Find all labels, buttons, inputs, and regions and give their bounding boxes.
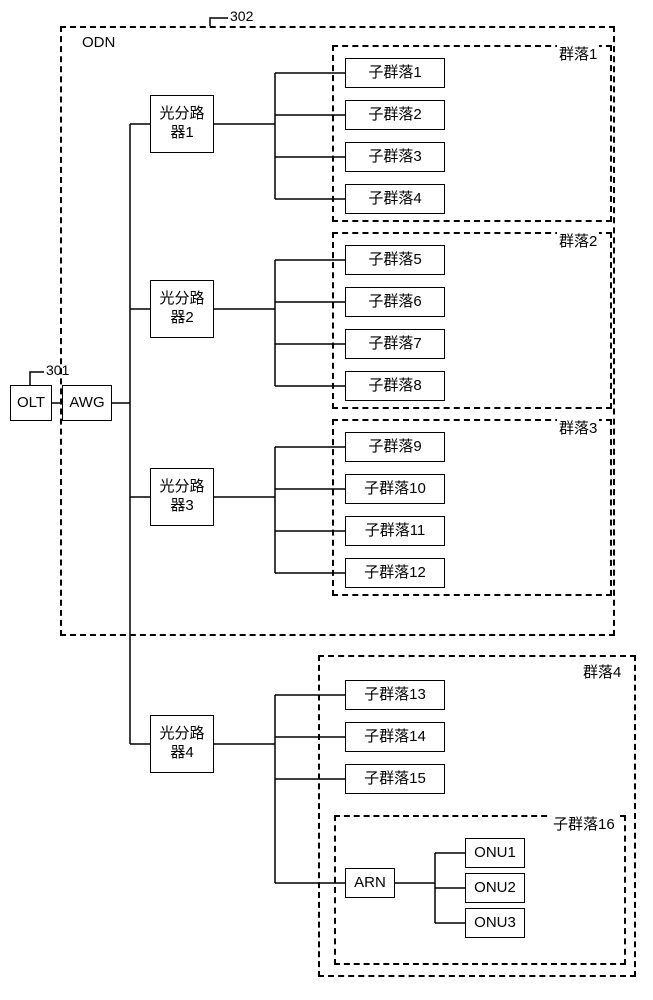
community-4-label: 群落4 bbox=[581, 661, 623, 682]
subcommunity-3: 子群落3 bbox=[345, 142, 445, 172]
subcommunity-13: 子群落13 bbox=[345, 680, 445, 710]
splitter-1: 光分路 器1 bbox=[150, 95, 214, 153]
subcommunity-16-label: 子群落16 bbox=[551, 813, 617, 834]
subcommunity-6: 子群落6 bbox=[345, 287, 445, 317]
subcommunity-7: 子群落7 bbox=[345, 329, 445, 359]
arn-box: ARN bbox=[345, 868, 395, 898]
subcommunity-5: 子群落5 bbox=[345, 245, 445, 275]
subcommunity-10: 子群落10 bbox=[345, 474, 445, 504]
subcommunity-12: 子群落12 bbox=[345, 558, 445, 588]
olt-box: OLT bbox=[10, 385, 52, 421]
ref-301: 301 bbox=[46, 362, 69, 378]
onu-3: ONU3 bbox=[465, 908, 525, 938]
ref-302: 302 bbox=[230, 8, 253, 24]
community-2-label: 群落2 bbox=[557, 230, 599, 251]
odn-label: ODN bbox=[80, 34, 117, 51]
subcommunity-9: 子群落9 bbox=[345, 432, 445, 462]
awg-box: AWG bbox=[62, 385, 112, 421]
community-1-label: 群落1 bbox=[557, 43, 599, 64]
community-3-label: 群落3 bbox=[557, 417, 599, 438]
subcommunity-4: 子群落4 bbox=[345, 184, 445, 214]
splitter-2: 光分路 器2 bbox=[150, 280, 214, 338]
subcommunity-2: 子群落2 bbox=[345, 100, 445, 130]
splitter-3: 光分路 器3 bbox=[150, 468, 214, 526]
splitter-4: 光分路 器4 bbox=[150, 715, 214, 773]
subcommunity-15: 子群落15 bbox=[345, 764, 445, 794]
subcommunity-1: 子群落1 bbox=[345, 58, 445, 88]
subcommunity-14: 子群落14 bbox=[345, 722, 445, 752]
subcommunity-8: 子群落8 bbox=[345, 371, 445, 401]
onu-2: ONU2 bbox=[465, 873, 525, 903]
onu-1: ONU1 bbox=[465, 838, 525, 868]
subcommunity-11: 子群落11 bbox=[345, 516, 445, 546]
